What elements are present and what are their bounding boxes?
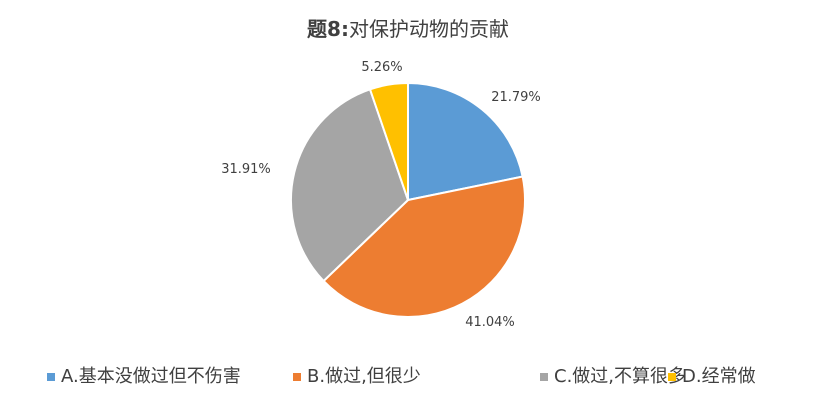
pie-slice-b — [322, 175, 526, 318]
slice-label-a: 21.79% — [491, 90, 541, 105]
chart-title-prefix: 题8: — [307, 17, 349, 41]
legend-label-d: D.经常做 — [682, 366, 756, 387]
legend-swatch-c — [540, 373, 548, 381]
legend-item-b: B.做过,但很少 — [293, 366, 421, 387]
slice-labels: 21.79% 41.04% 31.91% 5.26% — [221, 60, 541, 330]
slice-label-b: 41.04% — [465, 315, 515, 330]
legend-item-a: A.基本没做过但不伤害 — [47, 366, 241, 387]
slice-label-c: 31.91% — [221, 162, 271, 177]
pie-slice-d — [368, 81, 409, 201]
pie-slice-a — [407, 81, 524, 202]
legend-label-c: C.做过,不算很多 — [554, 366, 686, 387]
legend-swatch-d — [668, 373, 676, 381]
legend-label-b: B.做过,但很少 — [307, 366, 421, 387]
pie-slices — [290, 81, 526, 318]
legend-swatch-b — [293, 373, 301, 381]
legend-item-d: D.经常做 — [668, 366, 756, 387]
legend-swatch-a — [47, 373, 55, 381]
pie-slice-c — [290, 88, 410, 283]
chart-title: 题8:对保护动物的贡献 — [307, 17, 509, 41]
legend-item-c: C.做过,不算很多 — [540, 366, 686, 387]
slice-label-d: 5.26% — [361, 60, 402, 75]
chart-title-text: 对保护动物的贡献 — [349, 17, 509, 41]
legend-label-a: A.基本没做过但不伤害 — [61, 366, 241, 387]
